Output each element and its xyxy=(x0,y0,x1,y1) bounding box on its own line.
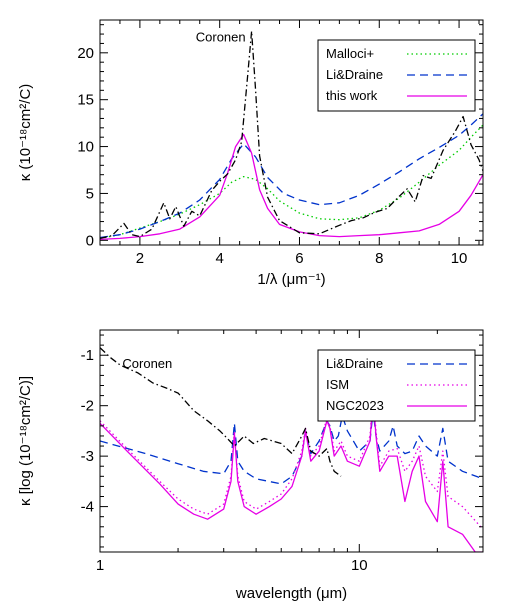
y-tick-label: 20 xyxy=(77,45,94,62)
series-coronen-line xyxy=(100,347,342,477)
series-malloci--line xyxy=(100,124,483,240)
y-tick-label: 5 xyxy=(86,185,94,202)
x-tick-label: 8 xyxy=(375,250,383,267)
x-tick-label: 2 xyxy=(136,250,144,267)
series-group xyxy=(100,30,483,241)
coronen-annotation: Coronen xyxy=(122,356,172,371)
top-panel: 2 4 6 8 10 0 5 10 15 20 1/λ (μm⁻¹) κ (10⁻¹⁸cm²/C) Co… xyxy=(17,19,484,288)
series-coronen-line xyxy=(100,30,483,240)
legend: Malloci+ Li&Draine this work xyxy=(317,39,476,112)
x-tick-label: 1 xyxy=(96,557,104,574)
y-tick-label: 10 xyxy=(77,139,94,156)
bottom-panel: 1 10 -1 -2 -3 -4 wavelength (μm) κ [log (10⁻¹⁸c… xyxy=(17,329,484,602)
series-this-work-line xyxy=(100,133,483,241)
legend-label: this work xyxy=(326,88,378,103)
plot-frame xyxy=(99,19,484,246)
y-tick-label: -4 xyxy=(81,499,94,516)
x-tick-label: 10 xyxy=(351,557,368,574)
y-tick-label: -1 xyxy=(81,347,94,364)
y-axis-label: κ (10⁻¹⁸cm²/C) xyxy=(17,84,34,182)
y-tick-label: 15 xyxy=(77,92,94,109)
legend-label: NGC2023 xyxy=(326,398,384,413)
plot-frame xyxy=(99,329,484,553)
coronen-annotation: Coronen xyxy=(196,30,246,45)
series-li-draine-line xyxy=(100,113,483,239)
legend-label: Li&Draine xyxy=(326,356,383,371)
series-ism-line xyxy=(100,392,483,530)
series-ngc2023-line xyxy=(100,397,483,552)
x-axis-label: wavelength (μm) xyxy=(235,585,347,602)
series-group xyxy=(100,347,483,552)
legend-label: Li&Draine xyxy=(326,67,383,82)
legend-label: ISM xyxy=(326,377,349,392)
y-tick-label: -2 xyxy=(81,398,94,415)
y-tick-label: -3 xyxy=(81,448,94,465)
series-li-draine-line xyxy=(100,410,483,485)
x-tick-label: 10 xyxy=(451,250,468,267)
x-tick-label: 4 xyxy=(216,250,224,267)
legend: Li&Draine ISM NGC2023 xyxy=(317,349,476,422)
x-axis-label: 1/λ (μm⁻¹) xyxy=(257,271,325,288)
x-tick-label: 6 xyxy=(295,250,303,267)
legend-label: Malloci+ xyxy=(326,46,374,61)
y-axis-label: κ [log (10⁻¹⁸cm²/C)] xyxy=(17,376,34,506)
y-tick-label: 0 xyxy=(86,232,94,249)
